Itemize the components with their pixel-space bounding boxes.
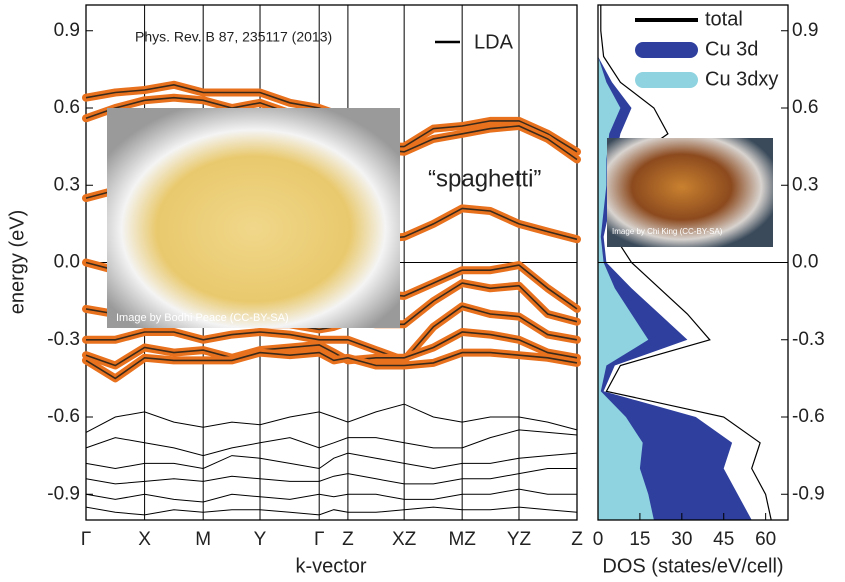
x-tick-label: M — [195, 529, 211, 550]
y-tick-label: 0.9 — [54, 20, 80, 41]
x-tick-label: Z — [342, 529, 354, 550]
y-tick-label: -0.9 — [792, 483, 825, 504]
x-tick-label: YZ — [507, 529, 532, 550]
y-tick-label: 0.3 — [54, 174, 80, 195]
image-credit: Image by Bodhi Peace (CC-BY-SA) — [116, 312, 289, 324]
x-tick-label: 45 — [713, 529, 734, 550]
y-tick-label: -0.6 — [792, 406, 825, 427]
y-tick-label: 0.6 — [54, 97, 80, 118]
y-tick-label: 0.9 — [792, 20, 818, 41]
spaghetti-photo — [107, 108, 400, 328]
legend-swatch — [635, 72, 698, 88]
y-tick-label: 0.3 — [792, 174, 818, 195]
x-tick-label: X — [138, 529, 151, 550]
y-tick-label: 0.6 — [792, 97, 818, 118]
legend-label: Cu 3d — [705, 38, 758, 60]
x-tick-label: 30 — [671, 529, 692, 550]
x-axis-title: k-vector — [295, 555, 366, 577]
figure: ΓXMYΓZXZMZYZZ0.90.60.30.0-0.3-0.6-0.9Ima… — [0, 0, 845, 582]
image-credit: Image by Chi King (CC-BY-SA) — [612, 227, 723, 236]
y-tick-label: 0.0 — [54, 252, 80, 273]
x-tick-label: MZ — [448, 529, 476, 550]
legend-swatch — [635, 42, 698, 58]
y-axis-title: energy (eV) — [6, 210, 28, 315]
x-tick-label: Y — [254, 529, 267, 550]
y-tick-label: 0.0 — [792, 252, 818, 273]
x-tick-label: 60 — [755, 529, 776, 550]
annotation: “spaghetti” — [428, 165, 541, 192]
y-tick-label: -0.3 — [792, 329, 825, 350]
y-tick-label: -0.3 — [47, 329, 80, 350]
x-tick-label: 0 — [593, 529, 604, 550]
x-tick-label: XZ — [392, 529, 417, 550]
legend-label: Cu 3dxy — [705, 68, 778, 90]
x-tick-label: 15 — [629, 529, 650, 550]
legend-label: LDA — [474, 31, 514, 53]
legend-label: total — [705, 8, 743, 30]
x-tick-label: Γ — [81, 529, 91, 550]
x-axis-title: DOS (states/eV/cell) — [602, 555, 783, 577]
x-tick-label: Z — [571, 529, 583, 550]
citation: Phys. Rev. B 87, 235117 (2013) — [135, 29, 332, 45]
y-tick-label: -0.6 — [47, 406, 80, 427]
x-tick-label: Γ — [314, 529, 324, 550]
y-tick-label: -0.9 — [47, 483, 80, 504]
dos-panel: 0 15 30 45 60 0.9 0.6 0.3 0.0 -0.3 -0.6 -0.9 Image b… — [593, 5, 825, 577]
